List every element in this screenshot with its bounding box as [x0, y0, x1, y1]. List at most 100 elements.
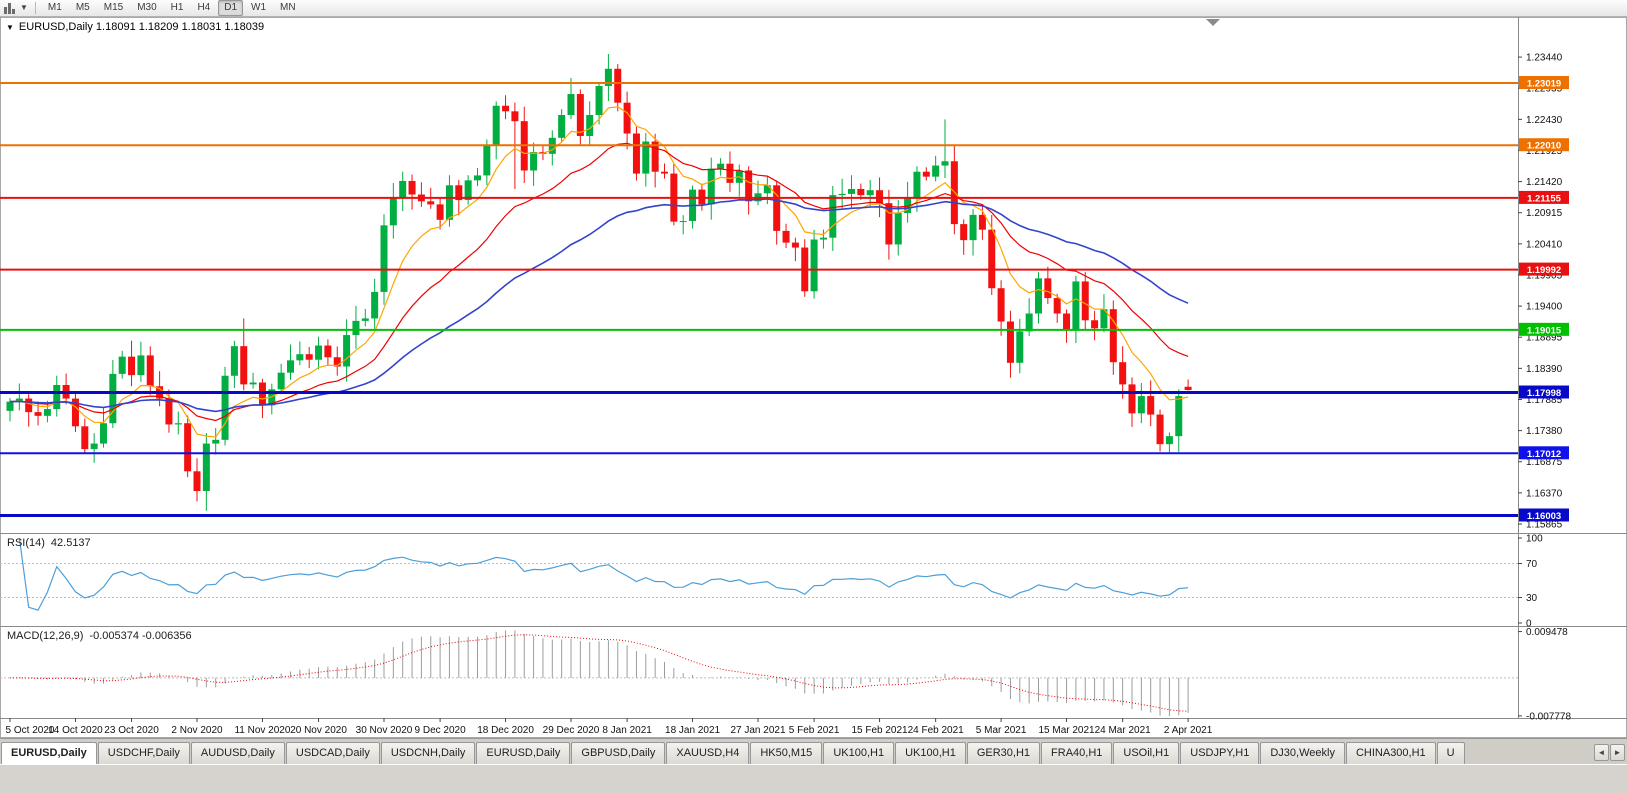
price-level-label [1519, 190, 1569, 204]
chart-tab-usdchf-daily[interactable]: USDCHF,Daily [97, 742, 190, 764]
svg-text:14 Oct 2020: 14 Oct 2020 [48, 725, 103, 736]
svg-text:2 Apr 2021: 2 Apr 2021 [1164, 725, 1213, 736]
status-strip [0, 764, 1627, 794]
svg-text:1.16003: 1.16003 [1527, 511, 1561, 522]
symbol-dropdown-icon[interactable]: ▼ [6, 22, 14, 32]
svg-text:1.15865: 1.15865 [1526, 520, 1563, 531]
svg-text:30 Nov 2020: 30 Nov 2020 [356, 725, 413, 736]
svg-text:1.20410: 1.20410 [1526, 239, 1563, 250]
chart-tab-hk50-m15[interactable]: HK50,M15 [750, 742, 823, 764]
svg-text:1.23440: 1.23440 [1526, 53, 1563, 64]
moving-average-line [9, 198, 1189, 413]
timeframe-button-h4[interactable]: H4 [197, 2, 211, 13]
tab-scroll-right-icon[interactable]: ► [1610, 743, 1625, 761]
chart-tab-dj30-weekly[interactable]: DJ30,Weekly [1260, 742, 1345, 764]
moving-average-line [9, 106, 1189, 438]
macd-indicator-name: MACD(12,26,9) [7, 630, 84, 642]
svg-text:29 Dec 2020: 29 Dec 2020 [543, 725, 600, 736]
timeframe-button-m15[interactable]: M15 [103, 2, 124, 13]
timeframe-button-mn[interactable]: MN [280, 2, 296, 13]
chart-tab-china300-h1[interactable]: CHINA300,H1 [1345, 742, 1436, 764]
chart-tab-uk100-h1[interactable]: UK100,H1 [823, 742, 895, 764]
chart-tab-usdjpy-h1[interactable]: USDJPY,H1 [1180, 742, 1260, 764]
chart-tab-uk100-h1[interactable]: UK100,H1 [895, 742, 966, 764]
chart-tab-eurusd-daily[interactable]: EURUSD,Daily [476, 742, 571, 764]
price-level-label [1519, 322, 1569, 336]
svg-text:1.17885: 1.17885 [1526, 395, 1563, 406]
svg-text:1.16875: 1.16875 [1526, 457, 1563, 468]
chart-tab-fra40-h1[interactable]: FRA40,H1 [1041, 742, 1113, 764]
svg-text:23 Oct 2020: 23 Oct 2020 [104, 725, 159, 736]
chart-tab-usdcnh-daily[interactable]: USDCNH,Daily [380, 742, 476, 764]
timeframe-buttons-group: M1 M5 M15 M30 H1 H4 D1 W1 MN [41, 0, 303, 16]
svg-text:15 Feb 2021: 15 Feb 2021 [851, 725, 908, 736]
chart-tab-usoil-h1[interactable]: USOil,H1 [1113, 742, 1180, 764]
price-chart-canvas[interactable]: 1.23440 1.22935 1.22430 1.21925 1.21420 1.209… [0, 17, 1627, 738]
rsi-value: 42.5137 [50, 537, 91, 549]
svg-text:1.22010: 1.22010 [1527, 141, 1561, 152]
tab-scroll-left-icon[interactable]: ◄ [1594, 743, 1609, 761]
chart-tab-bar: EURUSD,Daily USDCHF,Daily AUDUSD,Daily USDC… [0, 738, 1627, 764]
chart-tab-eurusd-daily[interactable]: EURUSD,Daily [1, 742, 97, 764]
chart-tab-usdcad-daily[interactable]: USDCAD,Daily [285, 742, 380, 764]
timeframe-button-w1[interactable]: W1 [251, 2, 267, 13]
rsi-line [18, 537, 1189, 611]
chart-tab-u[interactable]: U [1436, 742, 1465, 764]
svg-text:1.16370: 1.16370 [1526, 488, 1563, 499]
svg-text:18 Dec 2020: 18 Dec 2020 [477, 725, 534, 736]
chart-type-icon[interactable] [4, 2, 19, 14]
svg-text:1.21925: 1.21925 [1526, 146, 1563, 157]
svg-text:5 Feb 2021: 5 Feb 2021 [789, 725, 840, 736]
svg-text:1.22430: 1.22430 [1526, 115, 1563, 126]
svg-text:8 Jan 2021: 8 Jan 2021 [602, 725, 652, 736]
svg-text:2 Nov 2020: 2 Nov 2020 [171, 725, 223, 736]
svg-text:1.18895: 1.18895 [1526, 333, 1563, 344]
price-level-label [1519, 508, 1569, 522]
tab-scroll-nav: ◄ ► [1592, 739, 1627, 764]
svg-text:24 Mar 2021: 24 Mar 2021 [1095, 725, 1152, 736]
svg-text:1.22935: 1.22935 [1526, 84, 1563, 95]
price-level-label [1519, 446, 1569, 460]
svg-text:1.19015: 1.19015 [1527, 325, 1562, 336]
timeframe-button-m30[interactable]: M30 [137, 2, 157, 13]
svg-text:30: 30 [1526, 593, 1538, 604]
svg-text:1.19400: 1.19400 [1526, 302, 1563, 313]
svg-text:18 Jan 2021: 18 Jan 2021 [665, 725, 720, 736]
svg-text:1.20915: 1.20915 [1526, 208, 1563, 219]
chart-type-dropdown-caret-icon[interactable]: ▼ [20, 3, 28, 12]
svg-text:0.009478: 0.009478 [1526, 627, 1568, 638]
svg-text:70: 70 [1526, 559, 1538, 570]
price-level-label [1519, 262, 1569, 276]
svg-text:1.18390: 1.18390 [1526, 364, 1563, 375]
price-level-label [1519, 385, 1569, 399]
svg-text:5 Mar 2021: 5 Mar 2021 [976, 725, 1027, 736]
svg-text:1.19905: 1.19905 [1526, 270, 1563, 281]
svg-text:24 Feb 2021: 24 Feb 2021 [908, 725, 965, 736]
chart-title-text: EURUSD,Daily 1.18091 1.18209 1.18031 1.1… [18, 21, 265, 33]
toolbar-separator [34, 2, 36, 14]
svg-text:1.17998: 1.17998 [1527, 388, 1561, 399]
macd-values: -0.005374 -0.006356 [89, 630, 192, 642]
svg-text:20 Nov 2020: 20 Nov 2020 [290, 725, 347, 736]
chart-tab-gbpusd-daily[interactable]: GBPUSD,Daily [571, 742, 666, 764]
chart-tab-ger30-h1[interactable]: GER30,H1 [966, 742, 1041, 764]
price-level-label [1519, 138, 1569, 152]
macd-histogram [18, 630, 1189, 716]
svg-text:100: 100 [1526, 534, 1543, 545]
chart-tab-xauusd-h4[interactable]: XAUUSD,H4 [666, 742, 750, 764]
svg-text:0: 0 [1526, 619, 1532, 630]
timeframe-button-m5[interactable]: M5 [75, 2, 90, 13]
timeframe-button-d1[interactable]: D1 [218, 0, 244, 16]
chart-title: ▼ EURUSD,Daily 1.18091 1.18209 1.18031 1… [6, 21, 264, 33]
chart-tab-audusd-daily[interactable]: AUDUSD,Daily [190, 742, 285, 764]
moving-average-line [9, 142, 1189, 422]
timeframe-button-m1[interactable]: M1 [47, 2, 62, 13]
svg-text:1.21420: 1.21420 [1526, 177, 1563, 188]
svg-text:1.17012: 1.17012 [1527, 449, 1561, 460]
svg-text:11 Nov 2020: 11 Nov 2020 [234, 725, 290, 736]
timeframe-button-h1[interactable]: H1 [170, 2, 184, 13]
svg-text:1.19992: 1.19992 [1527, 265, 1561, 276]
timeframe-toolbar: ▼ M1 M5 M15 M30 H1 H4 D1 W1 MN [0, 0, 1627, 17]
svg-text:1.23019: 1.23019 [1527, 79, 1561, 90]
